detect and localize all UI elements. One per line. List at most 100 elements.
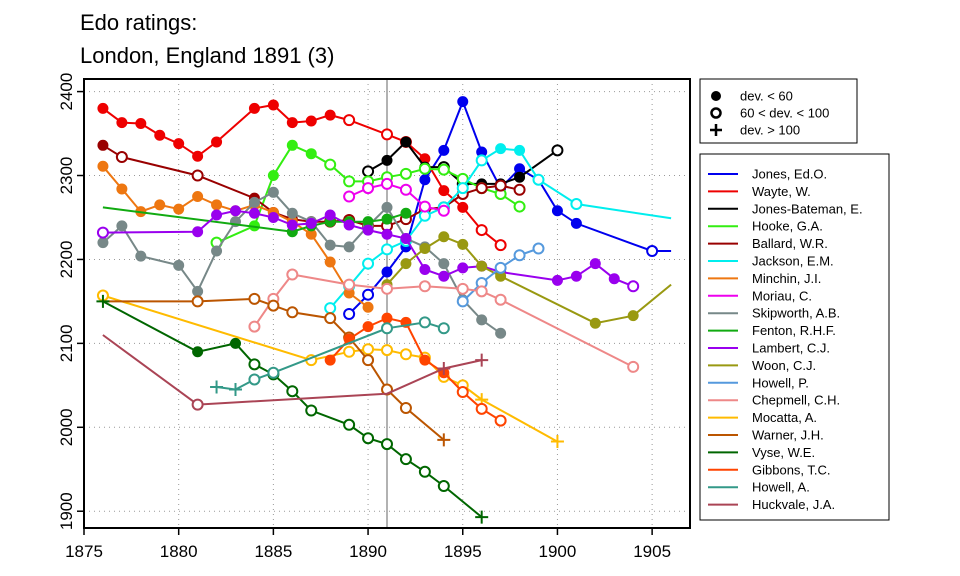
legend-label: Woon, C.J. xyxy=(752,358,816,373)
data-point xyxy=(475,402,488,415)
data-point xyxy=(267,366,280,379)
data-point xyxy=(475,353,489,367)
series-line xyxy=(102,334,482,406)
data-point xyxy=(570,270,582,282)
legend-label: Warner, J.H. xyxy=(752,428,824,443)
data-point xyxy=(399,167,412,180)
data-point xyxy=(362,301,374,313)
data-point xyxy=(418,316,431,329)
data-point xyxy=(456,386,469,399)
data-point xyxy=(514,171,526,183)
data-point xyxy=(267,299,280,312)
data-point xyxy=(400,136,412,148)
data-point xyxy=(248,292,261,305)
data-point xyxy=(343,114,356,127)
data-point xyxy=(286,268,299,281)
data-point xyxy=(437,433,451,447)
data-point xyxy=(495,327,507,339)
legend-label: Mocatta, A. xyxy=(752,410,817,425)
data-point xyxy=(570,217,582,229)
y-tick-label: 2100 xyxy=(57,324,76,362)
data-point xyxy=(381,322,393,335)
data-point xyxy=(646,245,659,258)
legend-label: Jones, Ed.O. xyxy=(752,167,827,182)
legend-item-ballard-w-r: Ballard, W.R. xyxy=(708,236,828,251)
legend-label: Hooke, G.A. xyxy=(752,219,823,234)
x-tick-label: 1880 xyxy=(160,542,198,561)
data-point xyxy=(305,148,317,160)
data-point xyxy=(96,226,109,239)
series-gibbons-t-c xyxy=(324,312,507,427)
data-point xyxy=(362,343,375,356)
data-point xyxy=(248,196,260,208)
data-point xyxy=(627,280,640,293)
data-point xyxy=(173,138,185,150)
data-point xyxy=(343,190,356,203)
y-tick-label: 2300 xyxy=(57,157,76,195)
data-point xyxy=(381,438,393,451)
data-point xyxy=(192,190,204,202)
data-point xyxy=(362,288,375,301)
data-point xyxy=(267,211,279,223)
data-point xyxy=(456,295,469,308)
legend-item-hooke-g-a: Hooke, G.A. xyxy=(708,219,823,234)
marker-legend-label: dev. > 100 xyxy=(740,123,800,138)
chart-title: Edo ratings: London, England 1891 (3) xyxy=(80,10,334,68)
legend-item-vyse-w-e: Vyse, W.E. xyxy=(708,445,815,460)
series-line xyxy=(329,317,502,422)
data-point xyxy=(381,177,393,190)
data-point xyxy=(211,209,223,221)
data-point xyxy=(437,362,451,376)
data-point xyxy=(494,239,507,252)
y-tick-label: 2000 xyxy=(57,408,76,446)
data-point xyxy=(191,169,204,182)
legend-item-mocatta-a: Mocatta, A. xyxy=(708,410,817,425)
legend-label: Minchin, J.I. xyxy=(752,271,821,286)
data-point xyxy=(457,201,469,213)
data-point xyxy=(381,243,393,256)
data-point xyxy=(475,154,488,167)
data-point xyxy=(248,207,260,219)
x-tick-label: 1895 xyxy=(444,542,482,561)
data-point xyxy=(115,151,128,164)
data-point xyxy=(532,242,545,255)
data-point xyxy=(154,129,166,141)
legend-label: Howell, P. xyxy=(752,375,809,390)
data-point xyxy=(437,480,450,493)
data-point xyxy=(362,432,375,445)
legend-marker-open xyxy=(710,107,722,119)
chart-title-line-1: Edo ratings: xyxy=(80,10,197,35)
data-point xyxy=(419,174,431,186)
data-point xyxy=(286,139,298,151)
data-point xyxy=(476,260,488,272)
marker-legend-item: dev. < 60 xyxy=(711,89,793,104)
legend-item-huckvale-j-a: Huckvale, J.A. xyxy=(708,497,835,512)
data-point xyxy=(381,282,393,295)
data-point xyxy=(494,414,507,427)
series-legend-box xyxy=(699,153,890,521)
data-point xyxy=(456,282,469,295)
legend-label: Fenton, R.H.F. xyxy=(752,323,836,338)
data-point xyxy=(305,217,317,229)
data-point xyxy=(192,346,204,358)
y-axis: 1900 2000 2100 2200 2300 2400 xyxy=(57,73,84,530)
x-tick-label: 1890 xyxy=(349,542,387,561)
data-point xyxy=(399,183,412,196)
marker-legend-box xyxy=(699,78,858,144)
data-point xyxy=(608,273,620,285)
legend-item-skipworth-a-b: Skipworth, A.B. xyxy=(708,306,840,321)
data-point xyxy=(513,183,526,196)
data-point xyxy=(532,173,545,186)
legend-label: Vyse, W.E. xyxy=(752,445,815,460)
legend-label: Moriau, C. xyxy=(752,288,812,303)
data-point xyxy=(248,102,260,114)
series-line xyxy=(329,147,672,309)
series-line xyxy=(253,273,634,368)
legend-label: Gibbons, T.C. xyxy=(752,462,831,477)
data-point xyxy=(96,294,110,308)
data-point xyxy=(173,259,185,271)
data-point xyxy=(192,150,204,162)
series-legend: Jones, Ed.O. Wayte, W. Jones-Bateman, E. Ho… xyxy=(699,153,890,521)
data-point xyxy=(97,139,109,151)
data-point xyxy=(343,219,355,231)
